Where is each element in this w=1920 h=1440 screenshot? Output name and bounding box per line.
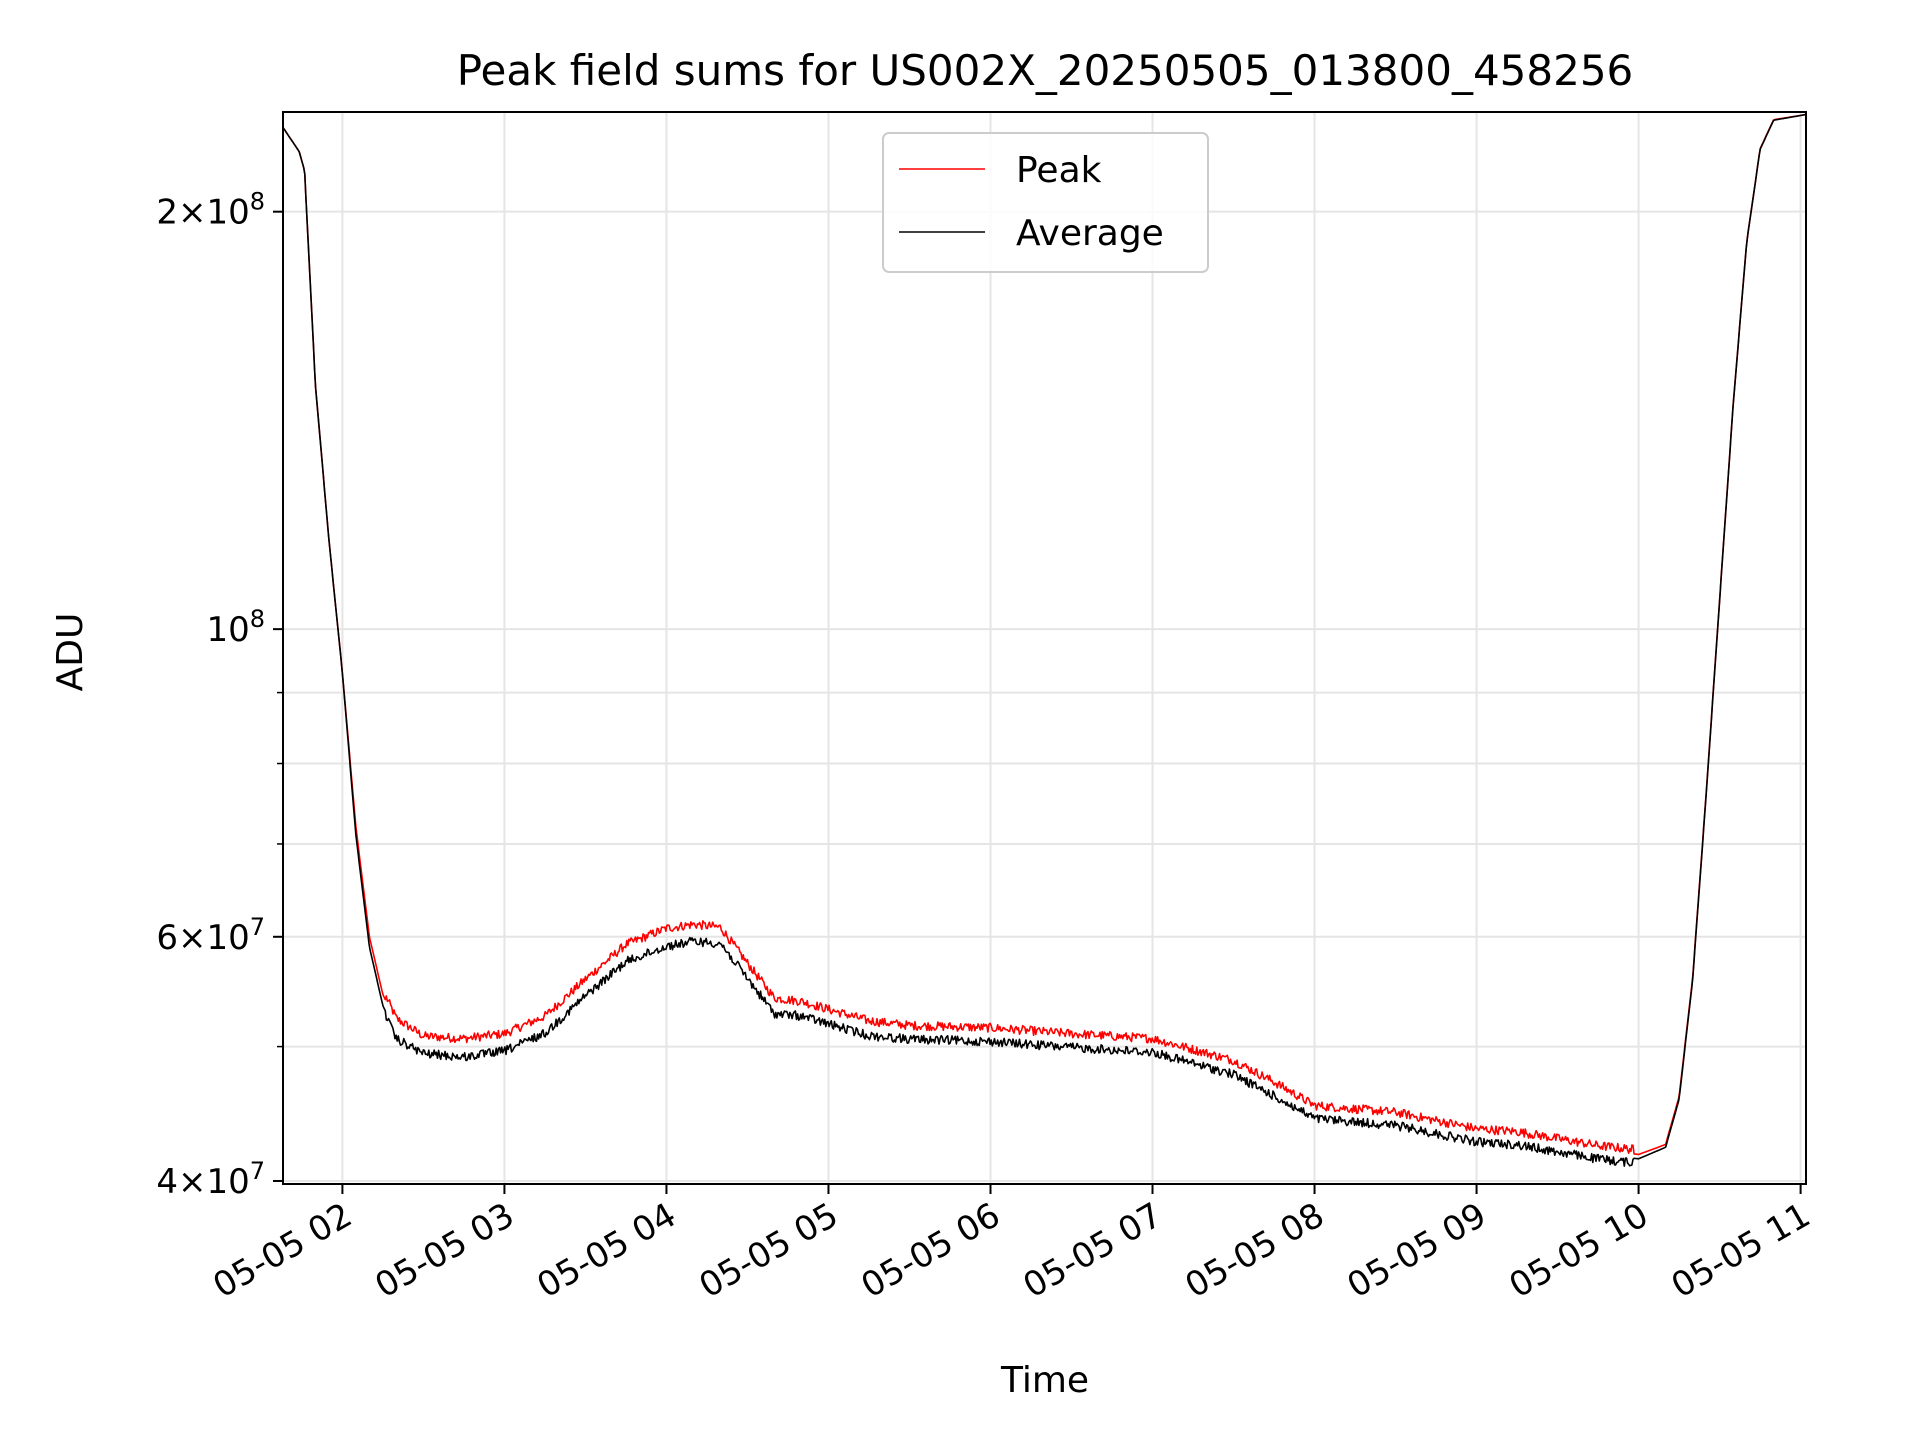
chart-title: Peak field sums for US002X_20250505_0138… [457, 46, 1634, 95]
axes-frame [282, 111, 1807, 1185]
y-axis-title: ADU [50, 613, 91, 692]
legend-box [882, 132, 1209, 273]
x-axis-title: Time [1000, 1360, 1089, 1401]
legend: Peak Average [882, 132, 1209, 273]
legend-label-average: Average [1016, 213, 1164, 254]
y-tick-label: 108 [206, 605, 265, 650]
series-line-average [282, 113, 1807, 1167]
y-tick-label: 2×108 [156, 188, 265, 233]
y-tick-label: 4×107 [156, 1157, 265, 1202]
series-group [282, 113, 1807, 1167]
y-tick-label: 6×107 [156, 913, 265, 958]
legend-label-peak: Peak [1016, 150, 1102, 191]
series-line-peak [282, 113, 1807, 1156]
